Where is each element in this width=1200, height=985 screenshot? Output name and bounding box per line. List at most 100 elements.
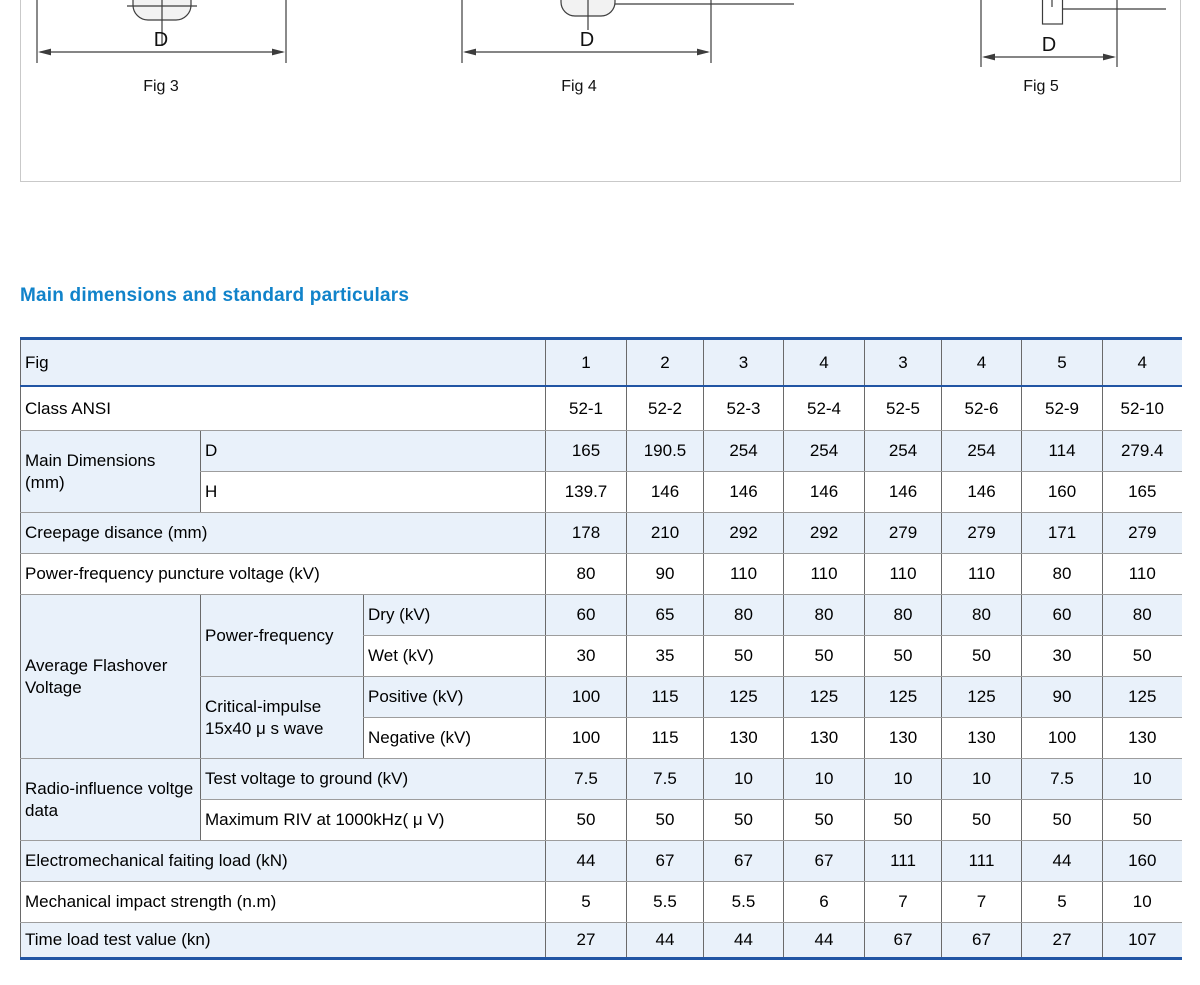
table-cell: 50 [703, 799, 784, 841]
table-cell: 50 [703, 635, 784, 677]
table-cell: 7.5 [626, 758, 704, 800]
arrowhead [1103, 53, 1116, 61]
table-cell: 110 [703, 553, 784, 595]
table-row-class-ansi: Class ANSI 52-1 52-2 52-3 52-4 52-5 52-6 52-9 5… [20, 385, 1182, 431]
table-cell: 110 [783, 553, 865, 595]
table-cell: 50 [864, 635, 942, 677]
table-cell: 7 [864, 881, 942, 923]
table-cell: 130 [864, 717, 942, 759]
table-cell: 50 [1102, 635, 1182, 677]
table-row-electromechanical-load: Electromechanical faiting load (kN) 44 67… [20, 840, 1182, 882]
arrowhead [982, 53, 995, 61]
table-cell: 146 [703, 471, 784, 513]
table-cell: 50 [626, 799, 704, 841]
table-cell: 146 [864, 471, 942, 513]
table-cell: 80 [1021, 553, 1103, 595]
table-cell: 190.5 [626, 430, 704, 472]
table-cell: 130 [783, 717, 865, 759]
table-row-dimension-h: H 139.7 146 146 146 146 146 160 165 [21, 471, 1182, 513]
table-cell: 10 [1102, 758, 1182, 800]
table-cell: 3 [864, 338, 942, 387]
table-cell: 27 [1021, 922, 1103, 959]
table-cell: 44 [783, 922, 865, 959]
table-cell: 111 [864, 840, 942, 882]
table-cell: 60 [1021, 594, 1103, 636]
table-cell: 130 [703, 717, 784, 759]
table-cell: 67 [783, 840, 865, 882]
sub-label: D [200, 430, 546, 472]
table-cell: 35 [626, 635, 704, 677]
table-cell: 6 [783, 881, 865, 923]
figure-panel [20, 0, 1181, 182]
table-row-impulse-positive: Critical-impulse 15x40 μ s wave Positive… [21, 676, 1182, 759]
table-cell: 80 [941, 594, 1022, 636]
group-label-flashover: Average Flashover Voltage [20, 594, 201, 759]
table-cell: 4 [783, 338, 865, 387]
table-cell: 160 [1102, 840, 1182, 882]
table-cell: 160 [1021, 471, 1103, 513]
table-cell: 4 [941, 338, 1022, 387]
table-cell: 50 [941, 635, 1022, 677]
table-row-puncture-voltage: Power-frequency puncture voltage (kV) 80… [20, 553, 1182, 595]
group-label-critical-impulse: Critical-impulse 15x40 μ s wave [200, 676, 364, 759]
table-cell: 52-10 [1102, 385, 1182, 431]
table-cell: 279 [941, 512, 1022, 554]
table-cell: 100 [545, 676, 627, 718]
row-label: Time load test value (kn) [20, 922, 546, 959]
table-cell: 100 [545, 717, 627, 759]
table-cell: 125 [1102, 676, 1182, 718]
table-cell: 50 [545, 799, 627, 841]
table-cell: 80 [703, 594, 784, 636]
row-label: Mechanical impact strength (n.m) [20, 881, 546, 923]
table-cell: 50 [1102, 799, 1182, 841]
clevis-drawing [1041, 0, 1064, 25]
table-cell: 125 [703, 676, 784, 718]
table-row-time-load: Time load test value (kn) 27 44 44 44 67 67 27… [20, 922, 1182, 959]
table-cell: 100 [1021, 717, 1103, 759]
table-row-max-riv: Maximum RIV at 1000kHz( μ V) 50 50 50 50 50 5… [21, 799, 1182, 841]
dimension-label-d: D [154, 29, 168, 51]
table-cell: 50 [783, 799, 865, 841]
table-cell: 279.4 [1102, 430, 1182, 472]
table-cell: 146 [941, 471, 1022, 513]
table-cell: 80 [783, 594, 865, 636]
table-cell: 171 [1021, 512, 1103, 554]
table-cell: 254 [941, 430, 1022, 472]
table-cell: 30 [545, 635, 627, 677]
table-cell: 44 [703, 922, 784, 959]
table-cell: 52-4 [783, 385, 865, 431]
row-label: Electromechanical faiting load (kN) [20, 840, 546, 882]
table-cell: 52-1 [545, 385, 627, 431]
table-cell: 4 [1102, 338, 1182, 387]
group-label-main-dimensions: Main Dimensions (mm) [20, 430, 201, 513]
table-cell: 5 [545, 881, 627, 923]
table-cell: 10 [703, 758, 784, 800]
table-cell: 125 [783, 676, 865, 718]
table-cell: 90 [626, 553, 704, 595]
table-cell: 5.5 [703, 881, 784, 923]
table-row-dimension-d: Main Dimensions (mm) D 165 190.5 254 254 254… [20, 430, 1182, 513]
table-cell: 130 [941, 717, 1022, 759]
table-cell: 115 [626, 676, 704, 718]
table-row-creepage: Creepage disance (mm) 178 210 292 292 279 279… [20, 512, 1182, 554]
table-cell: 52-6 [941, 385, 1022, 431]
fig3-drawing: D [36, 0, 287, 63]
sub-label: Dry (kV) [363, 594, 546, 636]
sub-label: Positive (kV) [363, 676, 546, 718]
table-cell: 5 [1021, 338, 1103, 387]
sub-label: Maximum RIV at 1000kHz( μ V) [200, 799, 546, 841]
table-cell: 90 [1021, 676, 1103, 718]
table-cell: 125 [941, 676, 1022, 718]
arrowhead [38, 48, 51, 56]
table-cell: 1 [545, 338, 627, 387]
table-cell: 67 [864, 922, 942, 959]
table-cell: 80 [864, 594, 942, 636]
fig5-drawing: D [980, 0, 1166, 67]
table-row-test-voltage: Radio-influence voltge data Test voltage… [20, 758, 1182, 841]
dimension-label-d: D [1042, 34, 1056, 56]
table-cell: 80 [545, 553, 627, 595]
arrowhead [463, 48, 476, 56]
table-cell: 110 [1102, 553, 1182, 595]
table-cell: 50 [783, 635, 865, 677]
